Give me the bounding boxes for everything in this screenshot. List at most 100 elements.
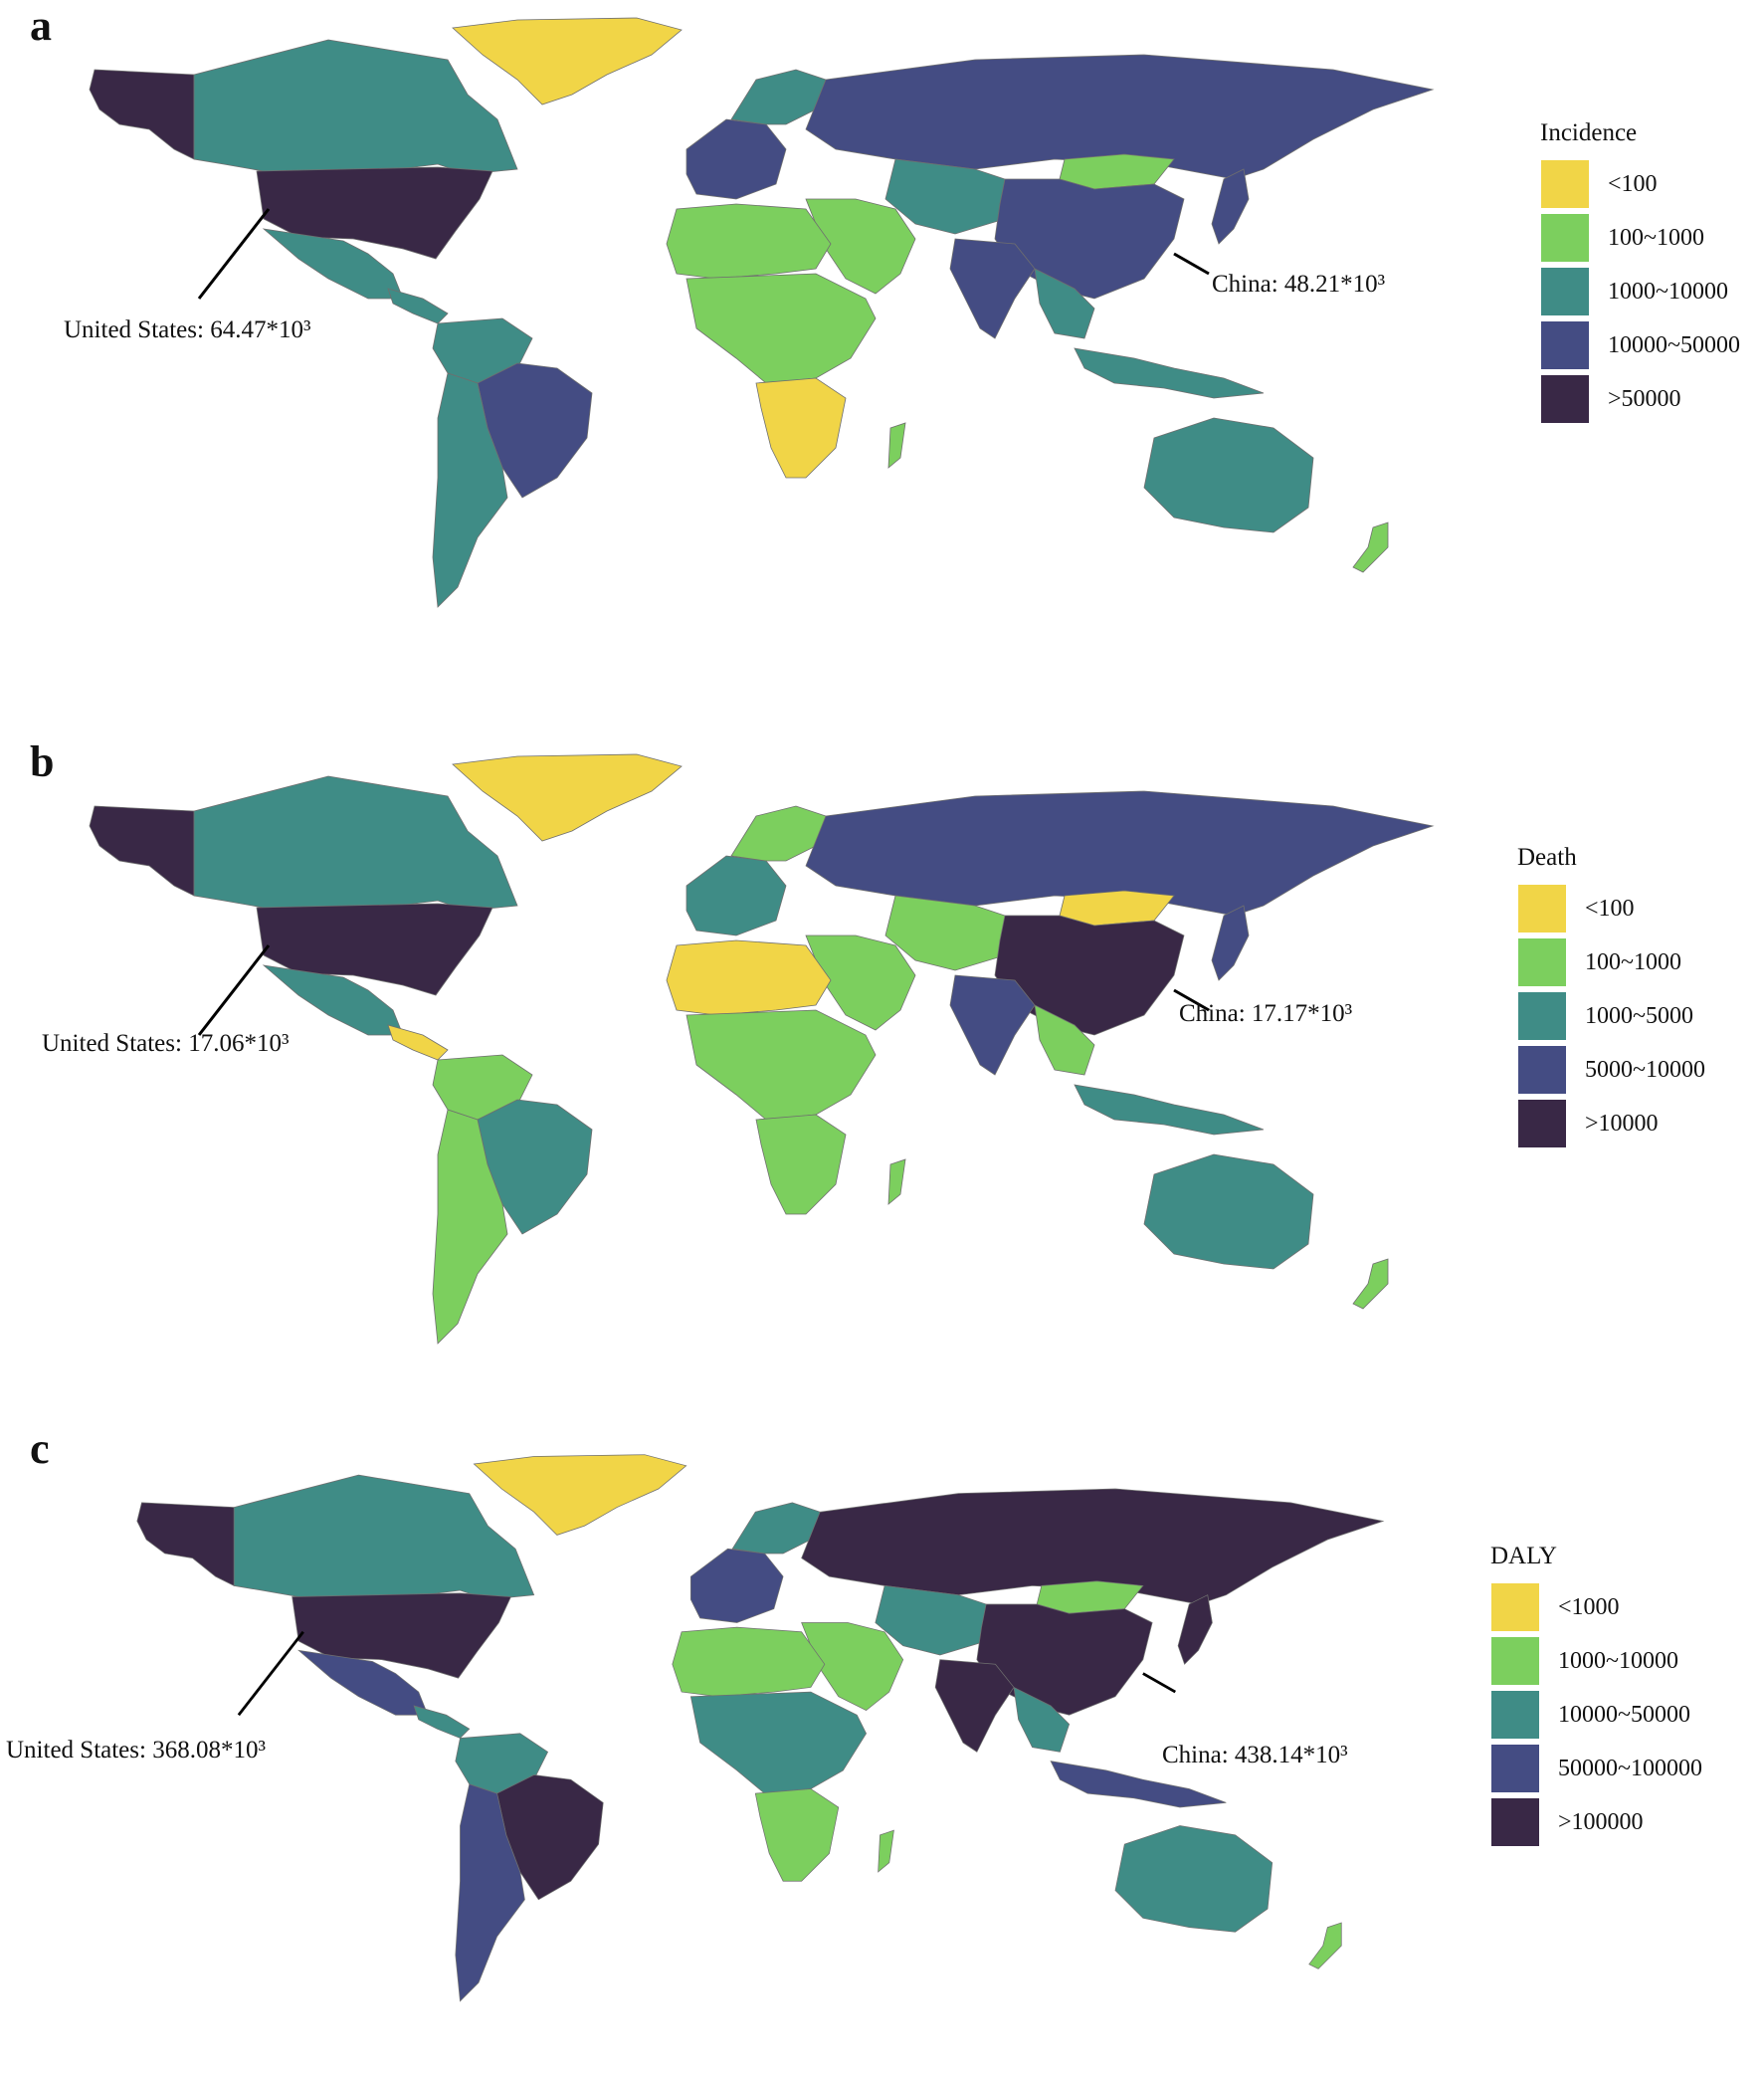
legend-item: 100~1000	[1517, 935, 1705, 989]
legend-item: <1000	[1490, 1580, 1702, 1634]
legend-item: >100000	[1490, 1795, 1702, 1849]
legend-label: >50000	[1608, 385, 1681, 412]
region-madagascar	[878, 1829, 894, 1873]
legend-item: >50000	[1540, 372, 1740, 426]
legend-swatch	[1517, 991, 1567, 1041]
region-australia	[1143, 1153, 1314, 1270]
legend-label: <100	[1585, 895, 1635, 922]
legend-label: 1000~5000	[1585, 1002, 1693, 1029]
region-central-america	[387, 1024, 449, 1061]
region-australia	[1114, 1825, 1274, 1933]
legend-label: 5000~10000	[1585, 1056, 1705, 1083]
callout-china: China: 438.14*10³	[1162, 1742, 1348, 1768]
region-central-america	[387, 288, 449, 324]
legend-title: DALY	[1490, 1543, 1557, 1569]
callout-united-states: United States: 17.06*10³	[42, 1030, 290, 1057]
region-china	[976, 1603, 1153, 1716]
region-central-america	[413, 1705, 471, 1739]
legend-swatch	[1540, 213, 1590, 263]
region-indonesia	[1050, 1761, 1227, 1808]
legend-label: >10000	[1585, 1110, 1659, 1137]
region-central-africa	[686, 1009, 877, 1121]
legend-swatch	[1490, 1582, 1540, 1632]
region-central-asia	[875, 1584, 987, 1656]
region-usa	[256, 903, 493, 996]
callout-united-states: United States: 64.47*10³	[64, 316, 311, 343]
region-new-zealand	[1352, 521, 1389, 573]
legend-item: 1000~10000	[1540, 265, 1740, 318]
legend-item: >10000	[1517, 1097, 1705, 1150]
region-southern-cone	[432, 1109, 508, 1345]
region-north-africa	[672, 1626, 826, 1698]
panel-letter: a	[30, 1, 52, 50]
legend-label: <100	[1608, 170, 1658, 197]
legend-label: 100~1000	[1608, 224, 1704, 251]
legend-title: Death	[1517, 844, 1577, 871]
region-canada	[193, 775, 518, 912]
region-greenland	[452, 753, 683, 842]
region-west-europe	[686, 855, 787, 936]
legend-swatch	[1517, 1099, 1567, 1148]
legend-item: <100	[1517, 882, 1705, 935]
legend-item: 100~1000	[1540, 211, 1740, 265]
world-map	[89, 17, 1435, 608]
region-central-africa	[686, 273, 877, 384]
region-russia	[805, 790, 1435, 917]
legend: Death <100 100~1000 1000~5000 5000~10000…	[1517, 844, 1705, 1150]
region-southeast-asia	[1034, 268, 1095, 339]
panel-letter: c	[30, 1424, 50, 1473]
region-japan	[1211, 168, 1250, 245]
region-west-europe	[686, 118, 787, 200]
legend-item: 5000~10000	[1517, 1043, 1705, 1097]
legend-swatch	[1540, 374, 1590, 424]
region-southern-africa	[754, 1788, 840, 1882]
legend-label: <1000	[1558, 1593, 1620, 1620]
region-canada	[233, 1474, 535, 1600]
legend-title: Incidence	[1540, 119, 1638, 146]
legend-item: 1000~5000	[1517, 989, 1705, 1043]
legend-swatch	[1490, 1744, 1540, 1793]
world-map	[89, 753, 1435, 1345]
callout-line-china	[1142, 1672, 1176, 1694]
legend-item: <100	[1540, 157, 1740, 211]
region-southern-africa	[755, 1114, 847, 1215]
region-southern-cone	[455, 1783, 525, 2002]
callout-united-states: United States: 368.08*10³	[6, 1737, 266, 1764]
legend-label: >100000	[1558, 1808, 1644, 1835]
region-australia	[1143, 417, 1314, 533]
legend-swatch	[1517, 884, 1567, 934]
region-greenland	[473, 1454, 687, 1536]
legend-swatch	[1540, 159, 1590, 209]
region-north-africa	[666, 939, 832, 1016]
legend-swatch	[1540, 320, 1590, 370]
legend: Incidence <100 100~1000 1000~10000 10000…	[1540, 119, 1740, 426]
region-japan	[1211, 905, 1250, 981]
callout-line-united-states	[197, 208, 271, 300]
region-alaska	[89, 69, 195, 160]
callout-china: China: 48.21*10³	[1212, 271, 1386, 298]
region-greenland	[452, 17, 683, 105]
legend-label: 50000~100000	[1558, 1755, 1702, 1781]
region-central-asia	[884, 158, 1006, 235]
legend-item: 10000~50000	[1540, 318, 1740, 372]
region-japan	[1177, 1594, 1213, 1665]
legend-swatch	[1490, 1690, 1540, 1740]
region-india	[949, 238, 1036, 339]
region-central-africa	[689, 1691, 868, 1794]
region-new-zealand	[1352, 1258, 1389, 1310]
legend-label: 100~1000	[1585, 948, 1681, 975]
panel-b: b United States: 17.06*10³ China: 17.17*…	[0, 687, 1764, 1373]
legend-swatch	[1517, 1045, 1567, 1095]
region-madagascar	[887, 1158, 906, 1205]
world-map	[136, 1454, 1385, 2002]
region-india	[934, 1659, 1015, 1753]
region-madagascar	[887, 422, 906, 469]
callout-line-united-states	[237, 1630, 304, 1717]
region-southern-africa	[755, 377, 847, 479]
legend-swatch	[1517, 937, 1567, 987]
callout-china: China: 17.17*10³	[1179, 1000, 1353, 1027]
legend-swatch	[1490, 1636, 1540, 1686]
region-indonesia	[1074, 1084, 1265, 1136]
region-west-europe	[689, 1548, 784, 1623]
region-southeast-asia	[1034, 1004, 1095, 1076]
